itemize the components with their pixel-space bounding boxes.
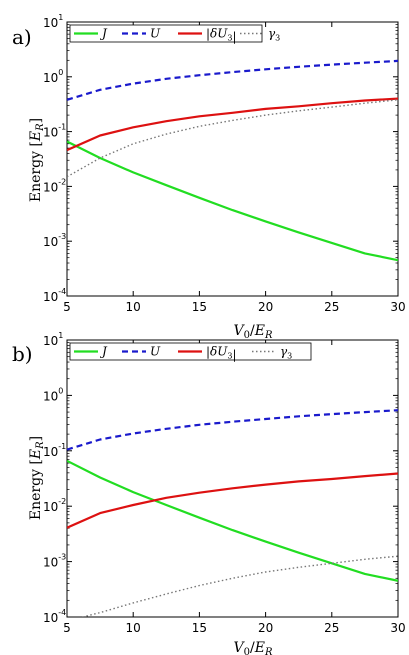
- legend-label-U: U: [150, 27, 161, 41]
- x-tick-label: 20: [258, 621, 273, 635]
- x-tick-label: 20: [258, 300, 273, 314]
- legend-label-gamma3: γ3: [268, 27, 280, 43]
- series-line-gamma3: [67, 99, 398, 178]
- x-tick-label: 10: [126, 621, 141, 635]
- x-tick-label: 5: [63, 621, 71, 635]
- x-tick-label: 15: [192, 621, 207, 635]
- y-tick-label: 10-1: [43, 442, 66, 459]
- series-line-dU3: [67, 97, 398, 152]
- y-tick-label: 10-1: [43, 123, 66, 140]
- axes-frame: [66, 21, 399, 297]
- legend: J U |δU3| γ3: [69, 342, 312, 362]
- y-tick-label: 10-3: [43, 553, 66, 570]
- series-line-J: [67, 140, 398, 262]
- y-tick-label: 10-2: [43, 497, 66, 514]
- panel-a: a) Energy [ER] V0/ER 10-4 10-3 10-2 10-1 100…: [12, 13, 406, 341]
- x-axis-label: V0/ER: [234, 640, 273, 655]
- x-axis-label: V0/ER: [234, 323, 273, 341]
- series-line-J: [67, 459, 398, 582]
- x-tick-label: 30: [390, 300, 405, 314]
- panel-label: a): [12, 25, 32, 49]
- x-tick-label: 15: [192, 300, 207, 314]
- y-tick-label: 100: [43, 386, 63, 403]
- y-tick-label: 10-4: [43, 608, 66, 625]
- y-tick-label: 100: [43, 68, 63, 85]
- legend-box: [69, 24, 263, 43]
- x-tick-label: 5: [63, 300, 71, 314]
- panel-label: b): [12, 342, 33, 366]
- legend-label-dU3: |δU3|: [206, 27, 237, 44]
- panel-b: b) Energy [ER] V0/ER 10-4 10-3 10-2 10-1 100…: [12, 331, 406, 655]
- x-tick-label: 25: [324, 300, 339, 314]
- legend-label-J: J: [99, 345, 108, 359]
- legend: J U |δU3| γ3: [69, 24, 280, 44]
- y-tick-label: 101: [43, 13, 63, 30]
- x-tick-label: 25: [324, 621, 339, 635]
- legend-label-dU3: |δU3|: [206, 345, 237, 362]
- axes-frame: [66, 339, 399, 618]
- x-tick-label: 10: [126, 300, 141, 314]
- series-line-dU3: [67, 472, 398, 529]
- y-tick-label: 10-4: [43, 287, 66, 304]
- y-axis-label: Energy [ER]: [28, 436, 46, 520]
- legend-label-U: U: [150, 345, 161, 359]
- series-line-gamma3: [79, 555, 398, 617]
- x-tick-label: 30: [390, 621, 405, 635]
- legend-label-gamma3: γ3: [280, 345, 292, 361]
- y-tick-label: 101: [43, 331, 63, 348]
- y-tick-label: 10-2: [43, 177, 66, 194]
- y-tick-label: 10-3: [43, 232, 66, 249]
- y-axis-label: Energy [ER]: [28, 118, 46, 202]
- legend-label-J: J: [99, 27, 108, 41]
